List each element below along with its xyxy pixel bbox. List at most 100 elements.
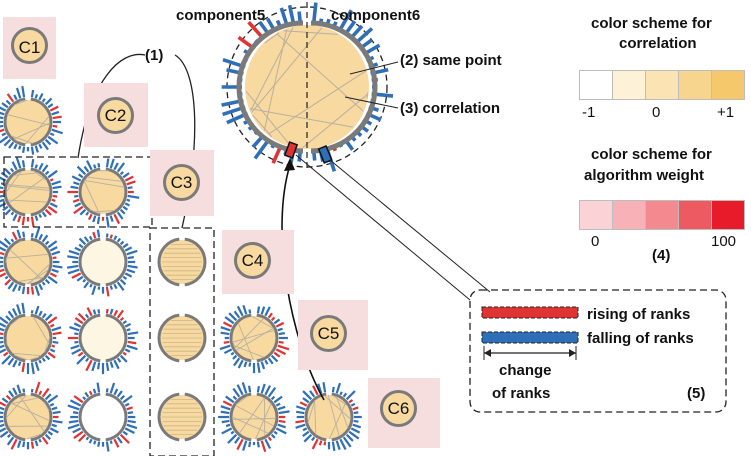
cell-ring bbox=[30, 392, 53, 442]
correlation-line bbox=[17, 276, 44, 283]
rank-bar bbox=[49, 427, 59, 434]
rank-bar bbox=[295, 423, 306, 429]
rank-bar bbox=[41, 281, 46, 286]
rank-bar bbox=[219, 344, 231, 351]
rank-bar bbox=[71, 272, 82, 279]
color-swatch bbox=[711, 200, 745, 230]
diag-label-c5: C5 bbox=[317, 324, 340, 343]
rank-bar bbox=[67, 423, 80, 430]
correlation-line bbox=[250, 27, 294, 111]
rank-bar bbox=[1, 132, 7, 137]
rank-bar bbox=[96, 229, 101, 238]
rank-bar bbox=[4, 278, 12, 286]
rank-bar bbox=[241, 382, 248, 394]
rank-bar bbox=[17, 215, 22, 223]
cell-circle bbox=[6, 240, 50, 284]
rank-bar bbox=[69, 399, 82, 407]
rank-bar bbox=[335, 440, 341, 450]
correlation-line bbox=[13, 99, 28, 106]
correlation-line bbox=[327, 394, 340, 437]
rank-bar bbox=[49, 272, 57, 278]
correlation-line bbox=[268, 70, 367, 135]
rank-bar bbox=[220, 331, 230, 336]
rank-bar bbox=[30, 158, 35, 168]
cell-ring bbox=[157, 392, 180, 442]
rank-bar bbox=[287, 4, 296, 24]
cell-ring bbox=[30, 97, 53, 147]
correlation-line bbox=[234, 317, 265, 349]
rank-bar bbox=[312, 2, 318, 23]
rank-bar bbox=[267, 387, 277, 398]
color-swatch bbox=[579, 200, 613, 230]
rank-bar bbox=[3, 351, 9, 357]
rank-bar bbox=[87, 213, 93, 221]
rank-bar bbox=[7, 357, 15, 366]
rank-bar bbox=[34, 361, 40, 372]
rank-bar bbox=[113, 235, 118, 241]
correlation-line bbox=[7, 184, 50, 189]
rank-bar bbox=[47, 275, 58, 285]
rank-bar bbox=[96, 362, 101, 370]
rank-bar bbox=[30, 286, 35, 295]
correlation-line bbox=[307, 399, 316, 424]
rank-bar bbox=[30, 216, 35, 227]
link-arrowhead bbox=[284, 158, 295, 171]
rank-bar bbox=[277, 327, 283, 332]
legend-falling-bar bbox=[481, 331, 579, 344]
rank-bar bbox=[21, 160, 26, 168]
rank-bar bbox=[342, 392, 348, 398]
rank-bar bbox=[49, 402, 55, 407]
rank-bar bbox=[273, 351, 281, 358]
rank-bar bbox=[230, 430, 235, 435]
rank-bar bbox=[127, 419, 136, 424]
correlation-line bbox=[9, 317, 20, 326]
cell-circle bbox=[6, 170, 50, 214]
rank-bar bbox=[71, 175, 82, 182]
rank-bar bbox=[30, 441, 35, 449]
rank-bar bbox=[34, 94, 39, 99]
rank-bar bbox=[91, 361, 97, 372]
rank-bar bbox=[126, 423, 138, 430]
rank-bar bbox=[7, 281, 15, 290]
rank-bar bbox=[126, 180, 136, 186]
rank-bar bbox=[69, 326, 80, 332]
rank-bar bbox=[78, 237, 87, 246]
rank-bar bbox=[220, 410, 230, 415]
rank-bar bbox=[223, 340, 230, 344]
rank-bar bbox=[0, 111, 5, 116]
pointer-line-3 bbox=[344, 96, 399, 109]
correlation-line bbox=[335, 396, 349, 429]
rank-bar bbox=[34, 381, 41, 394]
rank-bar bbox=[3, 237, 12, 246]
rank-bar bbox=[232, 387, 241, 398]
annotation-3: (3) correlation bbox=[400, 100, 501, 117]
rank-bar bbox=[79, 208, 87, 216]
rank-bar bbox=[16, 229, 22, 239]
rank-bar bbox=[77, 312, 87, 322]
rank-bar bbox=[277, 423, 286, 429]
title-component5: component5 bbox=[176, 7, 266, 24]
rank-bar bbox=[232, 395, 238, 401]
legend-connector bbox=[295, 154, 471, 301]
rank-bar bbox=[0, 430, 9, 438]
cell-ring bbox=[3, 237, 26, 287]
rank-bar bbox=[38, 162, 44, 171]
magnified-ring bbox=[310, 20, 378, 154]
rank-bar bbox=[113, 388, 119, 396]
rank-bar bbox=[302, 427, 308, 432]
cell-ring bbox=[331, 392, 354, 442]
rank-bar bbox=[92, 309, 97, 315]
rank-bar bbox=[92, 231, 97, 239]
cell-ring bbox=[3, 167, 26, 217]
rank-bar bbox=[236, 384, 244, 396]
rank-bar bbox=[109, 440, 113, 445]
rank-bar bbox=[273, 430, 278, 435]
cell-ring bbox=[78, 167, 101, 217]
color-swatch bbox=[711, 70, 745, 100]
rank-bar bbox=[15, 87, 22, 99]
weight-color-bar bbox=[579, 200, 745, 230]
correlation-line bbox=[14, 138, 19, 143]
rank-bar bbox=[72, 198, 80, 203]
rank-bar bbox=[248, 441, 252, 448]
